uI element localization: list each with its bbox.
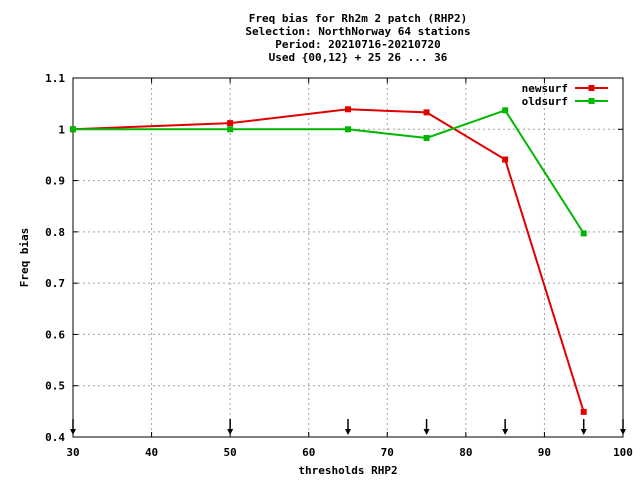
series-newsurf	[70, 106, 587, 415]
threshold-arrow	[502, 419, 509, 435]
x-axis-label: thresholds RHP2	[298, 464, 397, 477]
x-tick-label: 30	[66, 446, 79, 459]
data-point-newsurf	[423, 109, 430, 116]
y-tick-label: 0.6	[45, 328, 65, 341]
data-point-newsurf	[580, 408, 587, 415]
legend-label-oldsurf: oldsurf	[522, 95, 568, 108]
threshold-arrow	[345, 419, 351, 435]
threshold-arrows	[70, 419, 626, 435]
series-line-newsurf	[72, 108, 585, 413]
x-tick-label: 50	[224, 446, 237, 459]
y-axis-label: Freq bias	[18, 228, 31, 288]
data-point-oldsurf	[580, 230, 587, 237]
legend-label-newsurf: newsurf	[522, 82, 568, 95]
x-tick-label: 40	[145, 446, 158, 459]
plot-frame	[72, 77, 624, 438]
data-point-newsurf	[502, 156, 509, 163]
data-point-newsurf	[227, 120, 234, 127]
legend-marker-oldsurf	[588, 98, 595, 104]
y-tick-label: 0.4	[45, 431, 65, 444]
title-line: Freq bias for Rh2m 2 patch (RHP2)	[249, 12, 468, 25]
threshold-arrow-head	[620, 429, 626, 435]
y-tick-label: 1.1	[45, 72, 65, 85]
x-tick-label: 70	[381, 446, 394, 459]
x-tick-label: 80	[459, 446, 472, 459]
data-point-oldsurf	[345, 126, 351, 133]
x-tick-label: 60	[302, 446, 315, 459]
threshold-arrow	[70, 419, 76, 435]
y-tick-label: 0.7	[45, 277, 65, 290]
threshold-arrow	[423, 419, 430, 435]
threshold-arrow-head	[227, 429, 234, 435]
series-oldsurf	[70, 107, 587, 237]
data-point-newsurf	[345, 106, 351, 113]
threshold-arrow	[227, 419, 234, 435]
threshold-arrow	[620, 419, 626, 435]
threshold-arrow-head	[70, 429, 76, 435]
data-point-oldsurf	[423, 135, 430, 142]
threshold-arrow-head	[502, 429, 509, 435]
threshold-arrow	[580, 419, 587, 435]
series-line-oldsurf	[73, 109, 585, 234]
threshold-arrow-head	[345, 429, 351, 435]
threshold-arrow-head	[580, 429, 587, 435]
title-line: Used {00,12} + 25 26 ... 36	[269, 51, 448, 64]
y-tick-label: 1	[58, 123, 65, 136]
axis-ticks: 30 40 50 60 70 80 90 100 0.4 0.5 0.6 0.7 0.8 0.9 1 1.1	[45, 72, 633, 459]
y-tick-label: 0.5	[45, 380, 65, 393]
x-tick-label: 90	[538, 446, 551, 459]
series	[70, 106, 587, 415]
x-tick-label: 100	[613, 446, 633, 459]
y-tick-label: 0.9	[45, 175, 65, 188]
legend-marker-newsurf	[588, 85, 595, 91]
title-line: Selection: NorthNorway 64 stations	[245, 25, 470, 38]
title-line: Period: 20210716-20210720	[275, 38, 441, 51]
chart-title: Freq bias for Rh2m 2 patch (RHP2)Selecti…	[245, 12, 470, 64]
threshold-arrow-head	[423, 429, 430, 435]
data-point-oldsurf	[70, 126, 76, 133]
data-point-oldsurf	[227, 126, 234, 133]
data-point-oldsurf	[502, 107, 509, 114]
y-tick-label: 0.8	[45, 226, 65, 239]
